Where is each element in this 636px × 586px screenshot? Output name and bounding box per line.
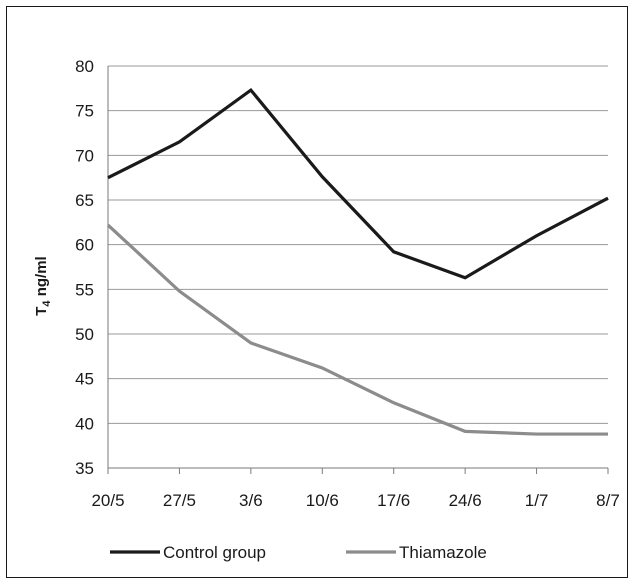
- x-tick-label: 3/6: [239, 491, 263, 510]
- y-tick-label: 45: [75, 370, 94, 389]
- axes: [107, 66, 608, 469]
- y-tick-label: 50: [75, 325, 94, 344]
- y-axis-title: T4 ng/ml: [33, 256, 53, 315]
- x-tick-labels: 20/5 27/5 3/6 10/6 17/6 24/6 1/7 8/7: [91, 468, 620, 510]
- gridlines: [108, 65, 608, 424]
- x-tick-label: 10/6: [306, 491, 339, 510]
- y-tick-label: 40: [75, 414, 94, 433]
- x-tick-label: 1/7: [525, 491, 549, 510]
- series-lines: [106, 87, 609, 436]
- legend-label: Control group: [163, 543, 266, 562]
- x-tick-label: 27/5: [163, 491, 196, 510]
- series-line-control-group: [107, 87, 609, 280]
- y-tick-label: 80: [75, 57, 94, 76]
- x-tick-label: 24/6: [449, 491, 482, 510]
- legend-label: Thiamazole: [399, 543, 487, 562]
- y-tick-label: 70: [75, 146, 94, 165]
- y-tick-label: 75: [75, 102, 94, 121]
- y-tick-label: 55: [75, 280, 94, 299]
- legend: Control group Thiamazole: [110, 543, 487, 562]
- y-tick-label: 65: [75, 191, 94, 210]
- y-tick-label: 60: [75, 236, 94, 255]
- chart-frame: [6, 6, 628, 578]
- x-tick-label: 8/7: [596, 491, 620, 510]
- series-line-thiamazole: [106, 223, 608, 436]
- x-tick-label: 20/5: [91, 491, 124, 510]
- y-tick-label: 35: [75, 459, 94, 478]
- x-tick-label: 17/6: [377, 491, 410, 510]
- y-tick-labels: 35 40 45 50 55 60 65 70 75 80: [75, 57, 94, 478]
